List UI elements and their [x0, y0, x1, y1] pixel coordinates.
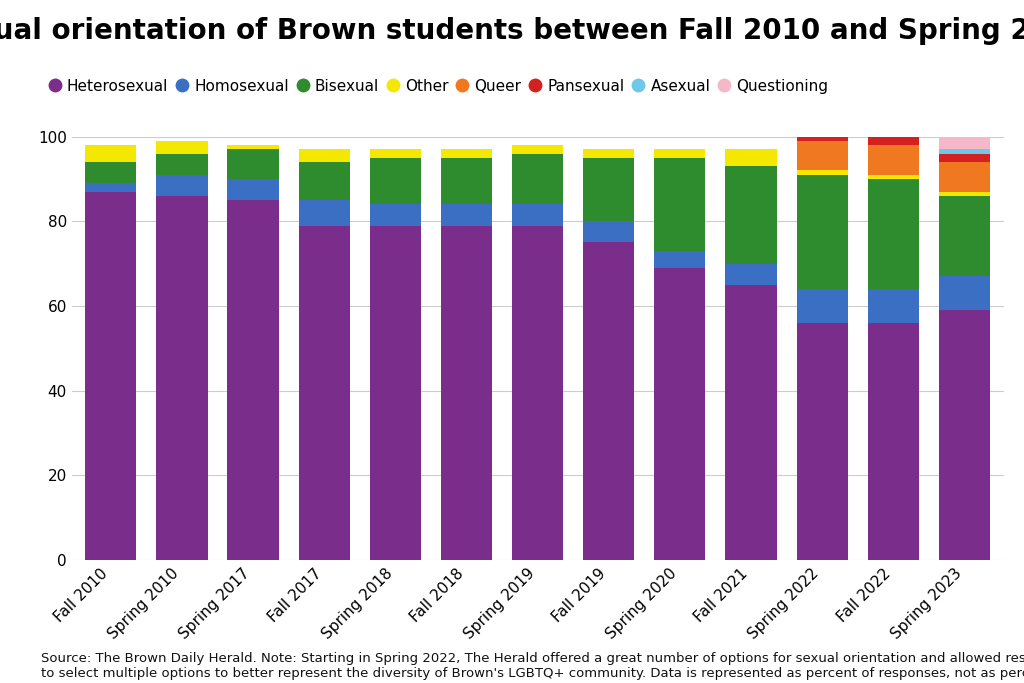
- Bar: [797, 137, 848, 141]
- Bar: [512, 145, 563, 154]
- Bar: [867, 137, 919, 145]
- Bar: [654, 268, 706, 560]
- Bar: [797, 175, 848, 289]
- Bar: [797, 323, 848, 560]
- Bar: [512, 225, 563, 560]
- Bar: [227, 145, 279, 150]
- Bar: [867, 145, 919, 175]
- Bar: [370, 225, 421, 560]
- Bar: [939, 102, 990, 150]
- Bar: [583, 158, 634, 221]
- Bar: [299, 150, 350, 162]
- Bar: [299, 225, 350, 560]
- Bar: [797, 289, 848, 323]
- Bar: [654, 251, 706, 268]
- Bar: [725, 264, 776, 285]
- Bar: [512, 204, 563, 225]
- Bar: [370, 158, 421, 204]
- Bar: [867, 102, 919, 133]
- Bar: [157, 175, 208, 196]
- Bar: [85, 162, 136, 183]
- Bar: [583, 150, 634, 158]
- Bar: [299, 162, 350, 200]
- Bar: [797, 141, 848, 171]
- Bar: [227, 200, 279, 560]
- Bar: [654, 158, 706, 251]
- Bar: [867, 133, 919, 137]
- Legend: Heterosexual, Homosexual, Bisexual, Other, Queer, Pansexual, Asexual, Questionin: Heterosexual, Homosexual, Bisexual, Othe…: [48, 79, 828, 94]
- Bar: [85, 192, 136, 560]
- Bar: [939, 150, 990, 154]
- Bar: [441, 150, 493, 158]
- Bar: [797, 133, 848, 137]
- Bar: [939, 277, 990, 310]
- Bar: [797, 171, 848, 175]
- Bar: [939, 310, 990, 560]
- Bar: [157, 154, 208, 175]
- Bar: [85, 183, 136, 192]
- Bar: [370, 150, 421, 158]
- Bar: [512, 154, 563, 204]
- Bar: [939, 192, 990, 196]
- Bar: [725, 166, 776, 264]
- Bar: [370, 204, 421, 225]
- Bar: [867, 179, 919, 289]
- Bar: [939, 154, 990, 162]
- Text: Sexual orientation of Brown students between Fall 2010 and Spring 2023: Sexual orientation of Brown students bet…: [0, 17, 1024, 45]
- Bar: [441, 204, 493, 225]
- Bar: [157, 196, 208, 560]
- Bar: [441, 225, 493, 560]
- Bar: [299, 200, 350, 225]
- Bar: [725, 150, 776, 166]
- Bar: [867, 175, 919, 179]
- Bar: [227, 150, 279, 179]
- Bar: [583, 242, 634, 560]
- Bar: [939, 162, 990, 192]
- Bar: [85, 145, 136, 162]
- Bar: [797, 98, 848, 133]
- Text: Source: The Brown Daily Herald. Note: Starting in Spring 2022, The Herald offere: Source: The Brown Daily Herald. Note: St…: [41, 652, 1024, 680]
- Bar: [867, 289, 919, 323]
- Bar: [227, 179, 279, 200]
- Bar: [867, 323, 919, 560]
- Bar: [725, 285, 776, 560]
- Bar: [654, 150, 706, 158]
- Bar: [939, 196, 990, 277]
- Bar: [583, 221, 634, 242]
- Bar: [441, 158, 493, 204]
- Bar: [157, 141, 208, 154]
